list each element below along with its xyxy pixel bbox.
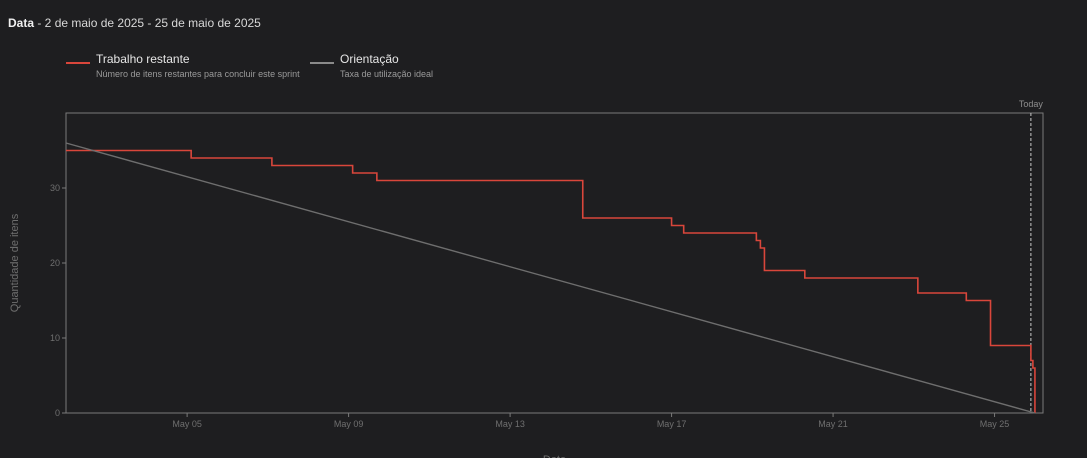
legend-swatch-guideline [310, 62, 334, 64]
legend-title-guideline: Orientação [340, 52, 399, 66]
date-range-value: - 2 de maio de 2025 - 25 de maio de 2025 [34, 16, 261, 30]
x-tick-label: May 13 [495, 419, 525, 429]
legend-title-remaining-work: Trabalho restante [96, 52, 190, 66]
x-tick-label: May 17 [657, 419, 687, 429]
legend-swatch-remaining-work [66, 62, 90, 64]
x-tick-label: May 05 [172, 419, 202, 429]
y-axis-title: Quantidade de itens [9, 213, 21, 312]
y-tick-label: 30 [50, 183, 60, 193]
x-axis-title: Date [543, 454, 566, 458]
y-tick-label: 0 [55, 408, 60, 418]
y-tick-label: 10 [50, 333, 60, 343]
legend-description-guideline: Taxa de utilização ideal [340, 69, 434, 79]
y-tick-label: 20 [50, 258, 60, 268]
x-tick-label: May 21 [818, 419, 848, 429]
legend-description-remaining-work: Número de itens restantes para concluir … [96, 69, 300, 79]
remaining-work-line [66, 149, 1036, 413]
guideline-line [65, 142, 1036, 414]
x-tick-label: May 09 [334, 419, 364, 429]
x-tick-label: May 25 [980, 419, 1010, 429]
today-marker-label: Today [1019, 99, 1044, 109]
date-range-label: Data [8, 16, 35, 30]
date-range: Data - 2 de maio de 2025 - 25 de maio de… [8, 16, 261, 30]
